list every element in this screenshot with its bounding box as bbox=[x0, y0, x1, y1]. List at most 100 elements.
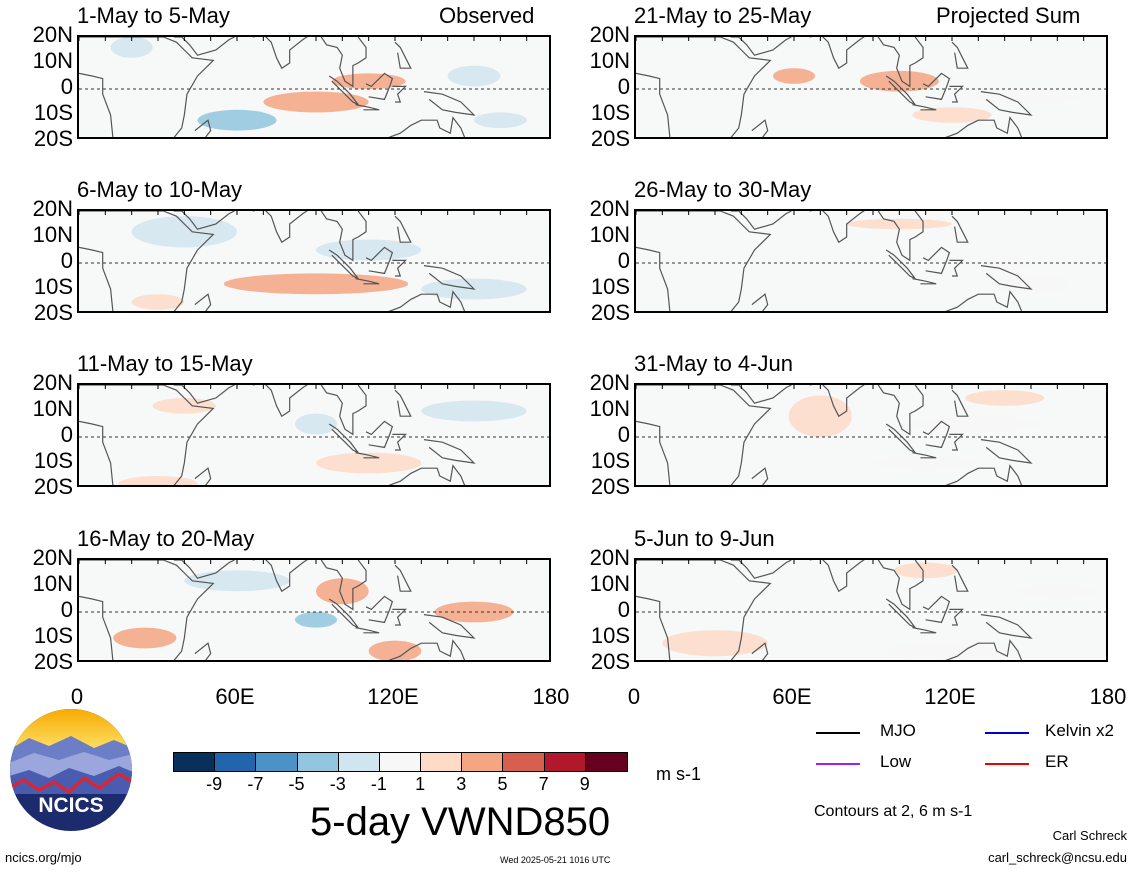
anomaly-shading bbox=[1017, 583, 1097, 599]
anomaly-shading bbox=[662, 630, 768, 657]
coastline bbox=[980, 91, 1033, 116]
coastline bbox=[951, 389, 969, 417]
right-panel-2 bbox=[634, 209, 1108, 313]
coastline bbox=[922, 420, 951, 449]
anomaly-shading bbox=[772, 68, 816, 84]
colorbar-tick-label: 5 bbox=[497, 774, 508, 794]
coastline bbox=[949, 608, 964, 626]
coastline bbox=[252, 385, 308, 418]
coastline bbox=[79, 385, 215, 485]
map-canvas bbox=[79, 385, 549, 485]
right-panel-4 bbox=[634, 558, 1108, 662]
coastline bbox=[355, 452, 380, 459]
legend-er-line bbox=[985, 763, 1029, 765]
lat-label: 10N bbox=[32, 48, 73, 73]
map-canvas bbox=[79, 560, 549, 660]
anomaly-shading bbox=[113, 627, 177, 649]
coastline bbox=[980, 439, 1033, 464]
legend-low-line bbox=[816, 763, 860, 765]
map-canvas bbox=[79, 211, 549, 311]
coastline bbox=[252, 211, 308, 244]
anomaly-shading bbox=[894, 562, 958, 579]
site-url: ncics.org/mjo bbox=[5, 850, 82, 865]
coastline bbox=[423, 614, 476, 639]
main-title: 5-day VWND850 bbox=[310, 800, 611, 844]
coastline bbox=[392, 433, 407, 451]
coastline bbox=[173, 385, 235, 404]
coastline bbox=[636, 385, 772, 485]
lat-label: 10S bbox=[590, 274, 630, 299]
right-header: Projected Sum bbox=[936, 3, 1081, 28]
map-canvas bbox=[636, 560, 1106, 660]
anomaly-shading bbox=[118, 476, 198, 485]
coastline bbox=[636, 560, 772, 660]
anomaly-shading bbox=[846, 218, 952, 230]
lat-label: 20S bbox=[590, 474, 630, 499]
coastline bbox=[922, 72, 951, 101]
coastline bbox=[79, 560, 215, 660]
coastline bbox=[355, 104, 380, 111]
coastline bbox=[392, 259, 407, 277]
legend-er-label: ER bbox=[1045, 752, 1069, 771]
lat-label: 20N bbox=[32, 22, 73, 47]
coastline bbox=[423, 91, 476, 116]
author: Carl Schreck bbox=[1052, 828, 1127, 843]
anomaly-shading bbox=[110, 37, 153, 58]
coastline bbox=[365, 420, 394, 449]
anomaly-shading bbox=[873, 455, 979, 471]
coastline bbox=[949, 85, 964, 103]
legend-kelvin-line bbox=[985, 732, 1029, 734]
anomaly-shading bbox=[316, 452, 422, 474]
coastline bbox=[392, 85, 407, 103]
coastline bbox=[751, 467, 769, 485]
lon-label: 180 bbox=[532, 684, 570, 709]
coastline bbox=[320, 385, 367, 436]
coastline bbox=[730, 385, 792, 404]
lat-label: 0 bbox=[60, 597, 73, 622]
coastline bbox=[365, 72, 394, 101]
coastline bbox=[980, 614, 1033, 639]
left-panel-2-title: 6-May to 10-May bbox=[77, 177, 243, 202]
right-panel-1 bbox=[634, 35, 1108, 139]
map-canvas bbox=[636, 37, 1106, 137]
colorbar-segment bbox=[585, 753, 627, 771]
right-panel-2-title: 26-May to 30-May bbox=[634, 177, 812, 202]
coastline bbox=[945, 464, 1023, 485]
lat-label: 20S bbox=[590, 300, 630, 325]
left-header: Observed bbox=[439, 3, 535, 28]
map-canvas bbox=[636, 385, 1106, 485]
lat-label: 10S bbox=[590, 623, 630, 648]
coastline bbox=[194, 293, 212, 311]
coastline bbox=[173, 211, 235, 230]
coastline bbox=[809, 37, 865, 70]
colorbar-segment bbox=[462, 753, 504, 771]
coastline bbox=[252, 37, 308, 70]
coastline bbox=[951, 564, 969, 592]
lat-label: 10N bbox=[589, 48, 630, 73]
coastline bbox=[945, 116, 1023, 137]
lat-label: 0 bbox=[60, 422, 73, 447]
lat-label: 10S bbox=[33, 448, 73, 473]
lat-label: 0 bbox=[617, 422, 630, 447]
coastline bbox=[949, 259, 964, 277]
lat-label: 10N bbox=[32, 222, 73, 247]
coastline bbox=[949, 433, 964, 451]
coastline bbox=[945, 290, 1023, 311]
lat-label: 20N bbox=[589, 370, 630, 395]
anomaly-shading bbox=[912, 416, 1045, 432]
lat-label: 20N bbox=[589, 196, 630, 221]
legend-mjo-line bbox=[816, 732, 860, 734]
coastline bbox=[365, 595, 394, 624]
lat-label: 20S bbox=[33, 474, 73, 499]
lon-label: 120E bbox=[924, 684, 976, 709]
lat-label: 20N bbox=[32, 370, 73, 395]
coastline bbox=[365, 246, 394, 275]
coastline bbox=[79, 37, 215, 137]
left-panel-4 bbox=[77, 558, 551, 662]
lon-label: 60E bbox=[215, 684, 255, 709]
coastline bbox=[751, 642, 769, 660]
coastline bbox=[730, 211, 792, 230]
anomaly-shading bbox=[991, 273, 1071, 295]
anomaly-shading bbox=[965, 390, 1045, 406]
lat-label: 10N bbox=[589, 396, 630, 421]
